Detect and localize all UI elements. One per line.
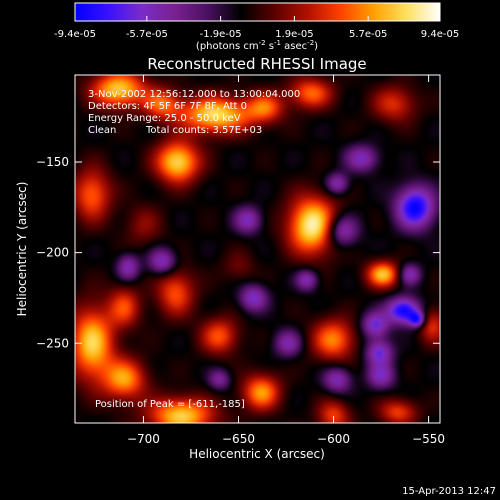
y-axis-ticks: −150 −200 −250	[36, 155, 440, 350]
annotations: 3-Nov-2002 12:56:12.000 to 13:00:04.000 …	[88, 89, 300, 410]
colorbar-tick-label: -5.7e-05	[126, 29, 168, 40]
plot-area: −700 −650 −600 −550 −150 −200 −250	[36, 74, 445, 446]
y-axis-tick-label: −200	[36, 246, 69, 260]
annotation-algorithm: Clean	[88, 125, 116, 136]
colorbar-tick-label: -9.4e-05	[54, 29, 96, 40]
y-axis-tick-label: −150	[36, 155, 69, 169]
colorbar-tick-label: -1.9e-05	[200, 29, 242, 40]
plot-frame	[74, 74, 441, 424]
colorbar-ticks: -9.4e-05 -5.7e-05 -1.9e-05 1.9e-05 5.7e-05 9.…	[54, 16, 459, 40]
heatmap-image	[75, 75, 440, 423]
x-axis-tick-label: −650	[222, 432, 255, 446]
colorbar-gradient	[74, 2, 441, 22]
annotation-peak: Position of Peak = [-611,-185]	[95, 399, 245, 410]
timestamp: 15-Apr-2013 12:47	[402, 486, 496, 497]
colorbar-tick-label: 1.9e-05	[275, 29, 313, 40]
colorbar-unit-label: (photons cm-2 s-1 asec-2)	[196, 39, 318, 52]
annotation-energy: Energy Range: 25.0 - 50.0 keV	[88, 113, 241, 124]
x-axis-tick-label: −600	[317, 432, 350, 446]
chart-title: Reconstructed RHESSI Image	[147, 55, 366, 73]
x-axis-tick-label: −700	[127, 432, 160, 446]
x-axis-label: Heliocentric X (arcsec)	[189, 447, 325, 461]
annotation-counts: Total counts: 3.57E+03	[145, 125, 262, 136]
annotation-detectors: Detectors: 4F 5F 6F 7F 8F, Att 0	[88, 101, 247, 112]
colorbar-tick-label: 5.7e-05	[349, 29, 387, 40]
y-axis-tick-label: −250	[36, 336, 69, 350]
colorbar: -9.4e-05 -5.7e-05 -1.9e-05 1.9e-05 5.7e-05 9.…	[54, 2, 459, 52]
y-axis-label: Heliocentric Y (arcsec)	[15, 182, 29, 317]
colorbar-tick-label: 9.4e-05	[421, 29, 459, 40]
x-axis-tick-label: −550	[412, 432, 445, 446]
x-axis-ticks: −700 −650 −600 −550	[127, 75, 445, 446]
annotation-time-range: 3-Nov-2002 12:56:12.000 to 13:00:04.000	[88, 89, 300, 100]
